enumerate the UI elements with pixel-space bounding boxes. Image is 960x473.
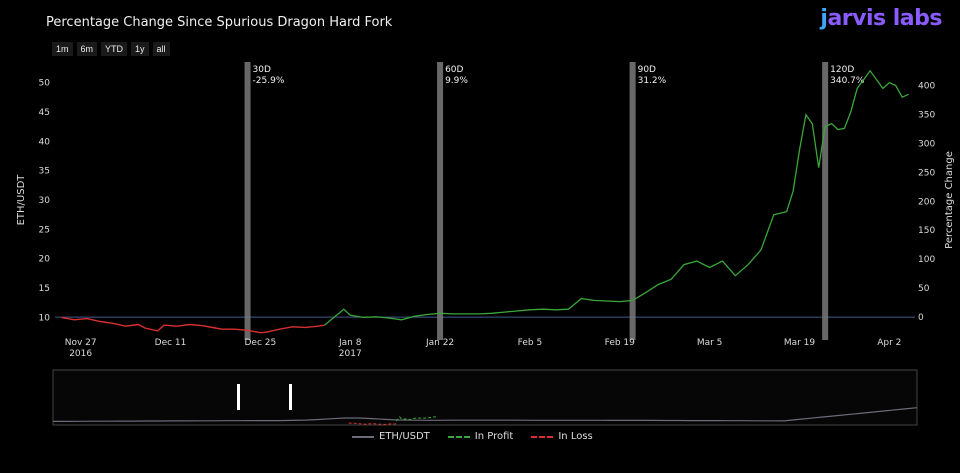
y-right-tick-label: 250 bbox=[918, 168, 935, 178]
chart-title: Percentage Change Since Spurious Dragon … bbox=[46, 15, 393, 30]
range-6m-button[interactable]: 6m bbox=[76, 42, 98, 56]
x-tick-label: Nov 27 bbox=[65, 338, 97, 348]
legend-label-loss: In Loss bbox=[558, 431, 593, 442]
legend-item-price[interactable]: ETH/USDT bbox=[352, 431, 430, 442]
x-tick-label: Jan 22 bbox=[425, 338, 454, 348]
in-profit-series-line bbox=[324, 69, 909, 326]
y-right-tick-label: 0 bbox=[918, 313, 924, 323]
y-left-tick-label: 45 bbox=[39, 108, 50, 118]
x-tick-label: Dec 25 bbox=[245, 338, 277, 348]
y-right-tick-label: 100 bbox=[918, 255, 935, 265]
y-right-tick-label: 300 bbox=[918, 139, 935, 149]
x-tick-label: Feb 19 bbox=[605, 338, 636, 348]
y-right-tick-label: 50 bbox=[918, 284, 930, 294]
legend-swatch-profit bbox=[447, 435, 470, 438]
y-left-tick-label: 15 bbox=[39, 284, 50, 294]
legend-item-loss[interactable]: In Loss bbox=[531, 431, 593, 442]
milestone-marker-bar bbox=[244, 62, 251, 340]
milestone-value: 31.2% bbox=[638, 76, 667, 86]
y-left-tick-label: 10 bbox=[39, 313, 51, 323]
range-all-button[interactable]: all bbox=[152, 42, 170, 56]
y-left-tick-label: 25 bbox=[39, 225, 50, 235]
range-slider-left-handle bbox=[237, 384, 240, 410]
y-right-tick-label: 200 bbox=[918, 197, 935, 207]
y-axis-left-title: ETH/USDT bbox=[16, 174, 27, 226]
y-right-tick-label: 350 bbox=[918, 110, 935, 120]
range-1m-button[interactable]: 1m bbox=[52, 42, 73, 56]
x-tick-label: Apr 2 bbox=[877, 338, 901, 348]
y-left-tick-label: 35 bbox=[39, 167, 50, 177]
range-selector: 1m 6m YTD 1y all bbox=[52, 42, 170, 56]
milestone-marker-bar bbox=[822, 62, 829, 340]
legend-swatch-loss bbox=[531, 435, 554, 438]
range-slider-right-handle bbox=[289, 384, 292, 410]
in-loss-series-line bbox=[61, 316, 325, 334]
range-profit-line bbox=[395, 416, 439, 422]
milestone-value: 9.9% bbox=[445, 76, 468, 86]
milestone-marker-bar bbox=[629, 62, 636, 340]
range-loss-line bbox=[348, 422, 397, 426]
x-tick-year-label: 2016 bbox=[69, 349, 92, 359]
legend-swatch-price bbox=[352, 435, 374, 438]
milestone-label: 120D bbox=[830, 65, 854, 75]
jarvis-labs-logo: jarvis labs bbox=[820, 6, 942, 31]
y-left-tick-label: 20 bbox=[39, 255, 51, 265]
y-right-tick-label: 150 bbox=[918, 226, 935, 236]
y-left-tick-label: 50 bbox=[39, 79, 51, 89]
range-slider bbox=[52, 369, 918, 426]
milestone-value: -25.9% bbox=[253, 76, 285, 86]
range-1y-button[interactable]: 1y bbox=[131, 42, 149, 56]
x-tick-label: Mar 5 bbox=[697, 338, 723, 348]
y-left-tick-label: 30 bbox=[39, 196, 51, 206]
milestone-marker-bar bbox=[437, 62, 444, 340]
x-tick-label: Mar 19 bbox=[784, 338, 816, 348]
y-left-tick-label: 40 bbox=[39, 137, 51, 147]
chart-legend: ETH/USDT In Profit In Loss bbox=[352, 431, 593, 442]
milestone-label: 30D bbox=[253, 65, 271, 75]
y-axis-right-title: Percentage Change bbox=[944, 151, 955, 249]
legend-label-profit: In Profit bbox=[474, 431, 514, 442]
x-tick-label: Feb 5 bbox=[518, 338, 543, 348]
milestone-label: 90D bbox=[638, 65, 656, 75]
legend-label-price: ETH/USDT bbox=[379, 431, 430, 442]
y-right-tick-label: 400 bbox=[918, 81, 935, 91]
x-tick-label: Jan 8 bbox=[338, 338, 362, 348]
legend-item-profit[interactable]: In Profit bbox=[447, 431, 514, 442]
range-ytd-button[interactable]: YTD bbox=[101, 42, 128, 56]
range-price-line bbox=[53, 407, 918, 422]
x-tick-label: Dec 11 bbox=[155, 338, 187, 348]
x-tick-year-label: 2017 bbox=[339, 349, 362, 359]
milestone-value: 340.7% bbox=[830, 76, 865, 86]
milestone-label: 60D bbox=[445, 65, 463, 75]
